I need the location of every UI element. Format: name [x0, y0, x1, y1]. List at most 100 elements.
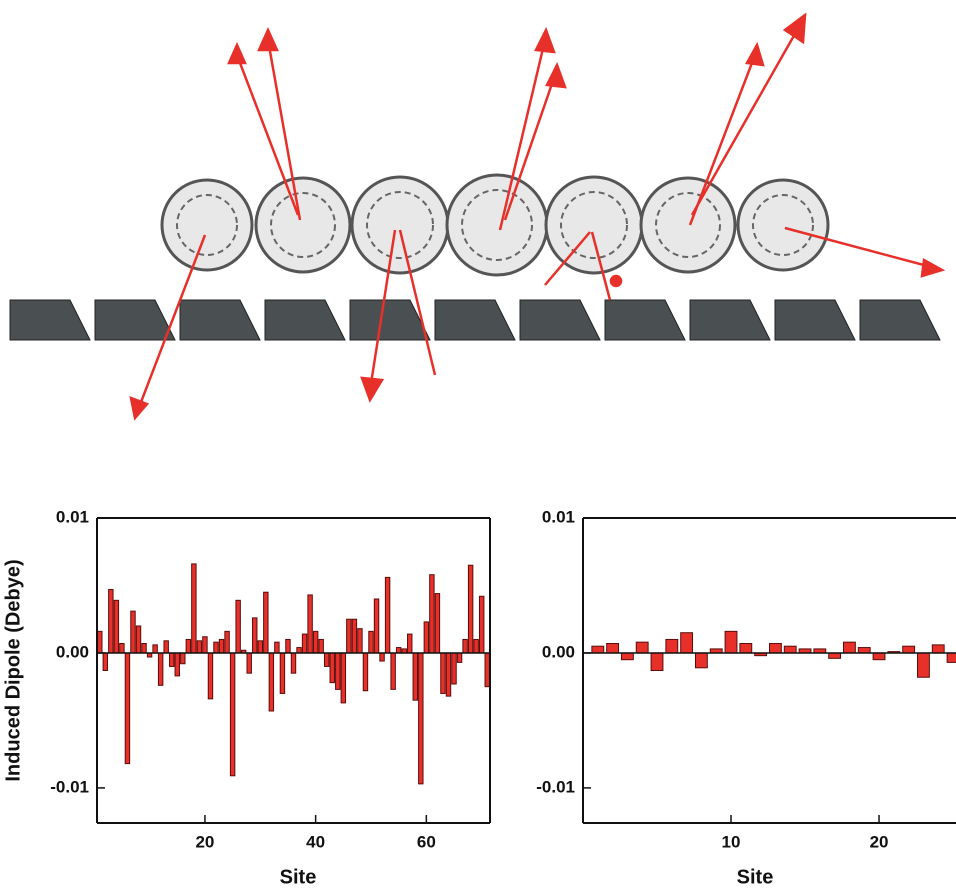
bar: [180, 652, 186, 665]
bar: [174, 652, 180, 677]
bar: [113, 599, 120, 654]
bar: [857, 647, 871, 654]
bar: [451, 652, 457, 685]
bar: [368, 630, 374, 654]
bar: [769, 643, 782, 654]
bar: [263, 591, 269, 654]
bar: [462, 638, 468, 654]
bar: [124, 652, 131, 765]
bar: [362, 652, 369, 692]
bar: [296, 647, 302, 654]
y-tick-label: -0.01: [50, 777, 89, 796]
bar: [478, 595, 485, 654]
bar: [412, 652, 418, 701]
bar: [473, 638, 479, 654]
bar: [97, 630, 103, 654]
bar: [373, 598, 380, 654]
bar: [467, 564, 474, 654]
bar: [285, 638, 291, 654]
y-tick-label: 0.00: [542, 642, 575, 661]
bar: [346, 618, 352, 654]
bar: [312, 630, 319, 654]
bar: [946, 652, 956, 663]
bar: [119, 643, 125, 654]
bar: [235, 599, 241, 654]
bar: [931, 644, 945, 654]
bar: [665, 638, 679, 654]
y-axis-title: Induced Dipole (Debye): [2, 559, 24, 781]
y-tick-label: 0.01: [542, 507, 575, 526]
bar: [329, 652, 335, 684]
bar: [620, 652, 634, 661]
bar: [102, 652, 109, 671]
bar: [434, 593, 441, 654]
bar: [157, 652, 164, 686]
bar: [445, 652, 452, 697]
y-tick-label: 0.00: [56, 642, 89, 661]
bar: [739, 643, 753, 654]
bar: [290, 652, 297, 674]
x-axis-title: Site: [737, 866, 774, 888]
bar: [135, 625, 142, 654]
bar: [207, 652, 214, 700]
bar: [440, 652, 446, 694]
bar: [395, 647, 402, 654]
bar: [843, 641, 856, 654]
bar: [606, 643, 620, 654]
bar: [384, 576, 391, 654]
bar: [108, 589, 114, 654]
molecular-illustration: [9, 12, 946, 421]
bar: [301, 633, 308, 654]
x-tick-label: 10: [722, 832, 741, 851]
x-tick-label: 40: [306, 832, 325, 851]
bar: [307, 594, 313, 654]
bar: [340, 652, 347, 704]
y-tick-label: 0.01: [56, 507, 89, 526]
bar: [902, 645, 916, 654]
bar: [196, 640, 203, 654]
bar: [418, 652, 424, 785]
bar: [650, 652, 664, 671]
bar: [357, 628, 363, 654]
x-tick-label: 60: [417, 832, 436, 851]
bar: [163, 640, 169, 654]
bar: [191, 563, 197, 654]
bar: [828, 652, 842, 659]
bar: [872, 652, 886, 661]
bar: [694, 652, 708, 669]
bar: [351, 618, 358, 654]
bar: [423, 621, 430, 654]
bar: [274, 641, 280, 654]
bar: [229, 652, 236, 777]
bar: [917, 652, 930, 678]
bar: [456, 652, 463, 663]
bar: [169, 652, 175, 667]
bar: [407, 633, 413, 654]
bar: [484, 652, 490, 688]
bar: [318, 638, 324, 654]
bar: [252, 617, 258, 654]
bar: [429, 574, 435, 654]
bar: [141, 643, 147, 654]
bar: [246, 652, 252, 674]
bar: [152, 644, 158, 654]
x-tick-label: 20: [195, 832, 214, 851]
bar: [591, 645, 605, 654]
bar: [130, 610, 136, 654]
bar: [202, 636, 208, 654]
bar: [323, 652, 330, 667]
x-tick-label: 20: [870, 832, 889, 851]
bar: [268, 652, 275, 712]
bar: [279, 652, 286, 694]
bar: [635, 641, 649, 654]
bar: [218, 638, 225, 654]
bar: [185, 638, 192, 654]
bar: [379, 652, 385, 662]
bar: [257, 640, 264, 654]
bar: [335, 652, 341, 690]
bar: [390, 652, 396, 690]
bar: [783, 645, 797, 654]
bar: [224, 630, 230, 654]
